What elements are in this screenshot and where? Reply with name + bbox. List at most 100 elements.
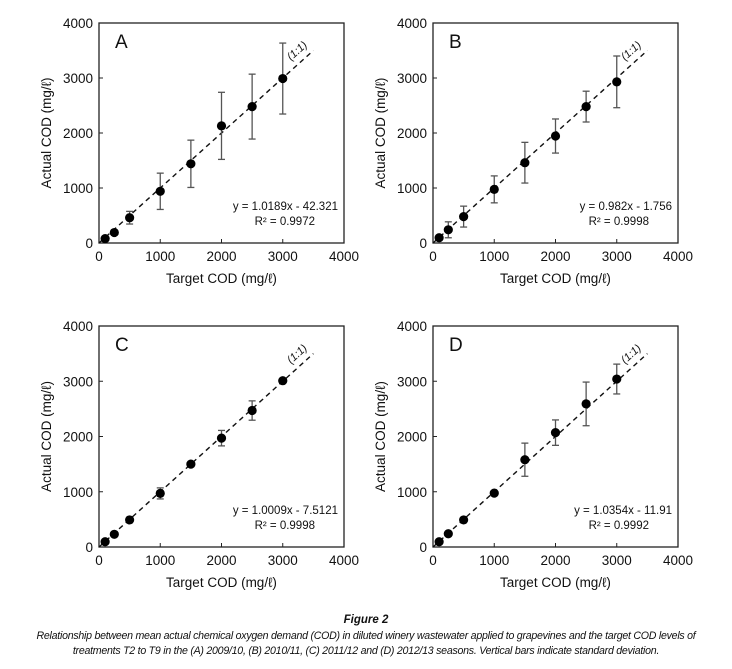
x-tick-label: 2000 (206, 553, 236, 568)
data-point (443, 529, 453, 539)
panel-a: 0 1000 2000 3000 4000 0 1000 2000 3000 4000 Target… (39, 16, 359, 286)
y-tick-label: 4000 (63, 319, 93, 334)
reference-line-1to1 (432, 353, 648, 548)
figure-panels: 0 1000 2000 3000 4000 0 1000 2000 3000 4000 Target… (39, 16, 693, 590)
figure-caption-line-1: Relationship between mean actual chemica… (36, 630, 696, 642)
x-tick-label: 3000 (602, 553, 632, 568)
data-point (550, 131, 561, 141)
x-tick-label: 3000 (268, 553, 298, 568)
data-point (278, 73, 288, 84)
r-squared: R² = 0.9972 (255, 216, 315, 228)
data-point (100, 537, 110, 547)
panel-b: 0 1000 2000 3000 4000 0 1000 2000 3000 4000 Target… (373, 16, 693, 286)
data-point (216, 433, 227, 443)
x-tick-label: 4000 (329, 249, 359, 264)
x-tick-label: 4000 (329, 553, 359, 568)
data-point (155, 488, 165, 499)
r-squared: R² = 0.9998 (589, 216, 649, 228)
data-point (125, 213, 135, 223)
data-point (489, 488, 499, 498)
y-tick-label: 3000 (397, 71, 427, 86)
y-axis-label: Actual COD (mg/ℓ) (39, 381, 54, 492)
y-tick-label: 1000 (63, 181, 93, 196)
y-axis-label: Actual COD (mg/ℓ) (39, 78, 54, 189)
y-tick-label: 3000 (397, 374, 427, 389)
data-point (100, 234, 110, 244)
data-point (550, 428, 561, 438)
x-tick-label: 0 (429, 553, 437, 568)
x-tick-label: 4000 (663, 249, 693, 264)
panel-letter: A (115, 32, 128, 53)
data-point (581, 102, 591, 112)
y-tick-label: 0 (85, 236, 93, 251)
data-point (434, 233, 444, 243)
reference-line-1to1 (98, 353, 314, 548)
reference-line-1to1 (98, 49, 314, 244)
x-tick-label: 3000 (268, 249, 298, 264)
y-tick-label: 3000 (63, 374, 93, 389)
panel-d: 0 1000 2000 3000 4000 0 1000 2000 3000 4000 Target… (373, 319, 693, 590)
x-tick-label: 1000 (479, 553, 509, 568)
y-tick-label: 0 (419, 236, 427, 251)
panel-letter: B (449, 32, 462, 53)
reference-line-label: (1:1) (285, 342, 310, 366)
reference-line-label: (1:1) (285, 39, 310, 63)
data-point (459, 515, 469, 525)
regression-equation: y = 0.982x - 1.756 (580, 201, 672, 213)
x-axis-label: Target COD (mg/ℓ) (166, 575, 277, 590)
x-axis-label: Target COD (mg/ℓ) (500, 271, 611, 286)
y-tick-label: 1000 (63, 485, 93, 500)
y-tick-label: 4000 (63, 16, 93, 31)
y-tick-label: 2000 (63, 430, 93, 445)
data-point (155, 186, 165, 196)
data-point (612, 374, 622, 384)
x-axis-label: Target COD (mg/ℓ) (500, 575, 611, 590)
x-tick-label: 2000 (540, 249, 570, 264)
x-tick-label: 4000 (663, 553, 693, 568)
regression-equation: y = 1.0354x - 11.91 (574, 505, 672, 517)
data-point (247, 405, 257, 416)
data-point (186, 159, 196, 169)
x-tick-label: 0 (95, 249, 103, 264)
y-tick-label: 1000 (397, 485, 427, 500)
data-point (581, 399, 591, 409)
data-point (520, 158, 530, 168)
data-point (109, 227, 119, 238)
r-squared: R² = 0.9992 (589, 520, 649, 532)
y-tick-label: 2000 (397, 430, 427, 445)
y-axis-label: Actual COD (mg/ℓ) (373, 381, 388, 492)
reference-line-label: (1:1) (619, 39, 644, 63)
data-point (520, 455, 530, 465)
data-point (443, 225, 453, 235)
y-tick-label: 2000 (63, 126, 93, 141)
data-point (247, 102, 257, 112)
figure-caption-line-2: treatments T2 to T9 in the (A) 2009/10, … (72, 645, 660, 657)
y-tick-label: 3000 (63, 71, 93, 86)
x-tick-label: 1000 (145, 553, 175, 568)
y-tick-label: 2000 (397, 126, 427, 141)
y-axis-label: Actual COD (mg/ℓ) (373, 78, 388, 189)
x-tick-label: 0 (95, 553, 103, 568)
panel-c: 0 1000 2000 3000 4000 0 1000 2000 3000 4000 Target… (39, 319, 359, 590)
y-tick-label: 0 (85, 540, 93, 555)
y-tick-label: 1000 (397, 181, 427, 196)
panel-letter: D (449, 335, 463, 356)
data-point (489, 184, 499, 194)
data-point (278, 376, 288, 386)
figure-title: Figure 2 (343, 614, 389, 626)
data-point (612, 77, 622, 87)
regression-equation: y = 1.0189x - 42.321 (233, 201, 338, 213)
x-tick-label: 1000 (145, 249, 175, 264)
data-point (125, 515, 135, 525)
regression-equation: y = 1.0009x - 7.5121 (233, 505, 338, 517)
data-point (186, 459, 196, 469)
x-tick-label: 2000 (206, 249, 236, 264)
data-point (459, 212, 469, 222)
y-tick-label: 4000 (397, 319, 427, 334)
y-tick-label: 4000 (397, 16, 427, 31)
x-axis-label: Target COD (mg/ℓ) (166, 271, 277, 286)
x-tick-label: 1000 (479, 249, 509, 264)
data-point (109, 529, 119, 539)
reference-line-label: (1:1) (619, 342, 644, 366)
data-point (216, 121, 227, 131)
